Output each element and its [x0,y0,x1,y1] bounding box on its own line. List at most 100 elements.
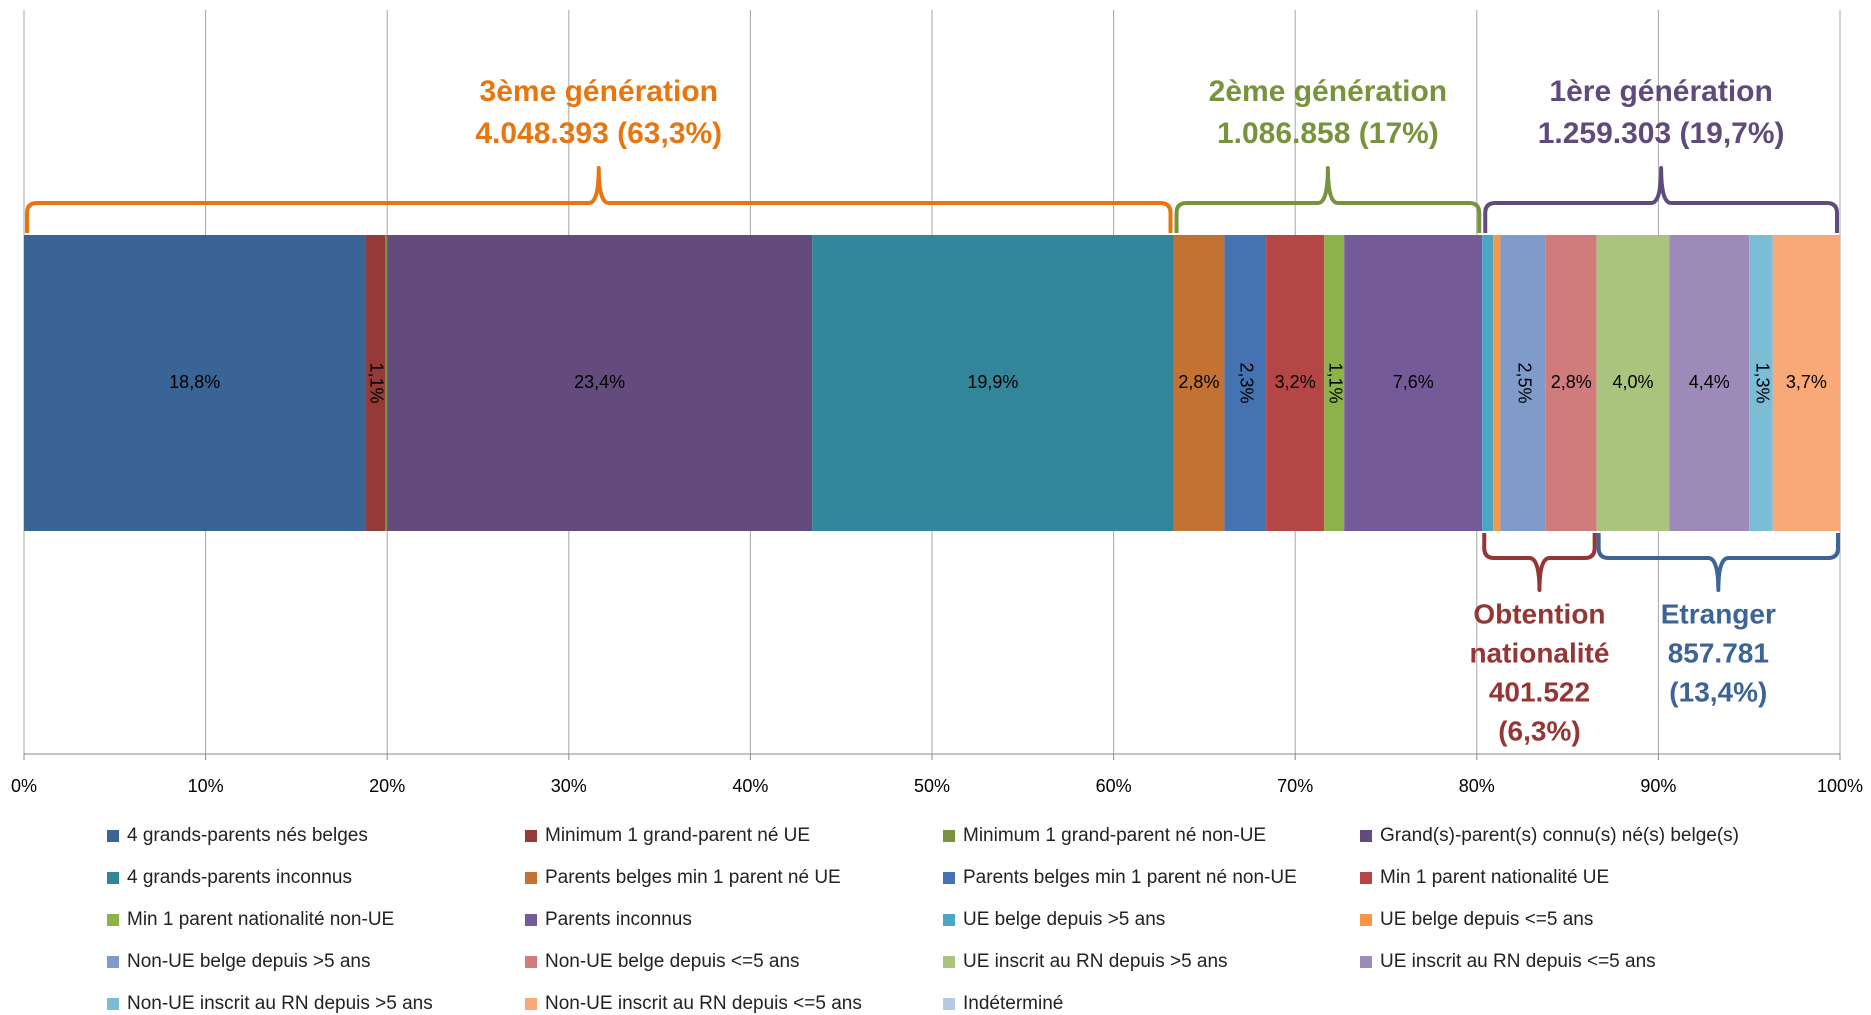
bracket [1174,166,1482,233]
data-label: 19,9% [967,372,1018,392]
data-label: 3,7% [1786,372,1827,392]
bar-segment [365,235,386,531]
annotation-text: 1.086.858 (17%) [1217,117,1439,150]
legend-swatch [107,956,119,968]
legend-swatch [1360,956,1372,968]
data-label: 1,1% [1325,362,1345,403]
legend-label: 4 grands-parents inconnus [127,867,352,888]
bracket [25,166,1173,233]
x-tick-label: 60% [1096,776,1132,796]
bracket [1482,533,1597,592]
data-label: 7,6% [1393,372,1434,392]
annotation-text: 857.781 [1668,637,1769,668]
bar-segment [1772,235,1840,531]
legend-label: Parents belges min 1 parent né non-UE [963,867,1297,888]
legend-swatch [107,914,119,926]
annotation-text: Etranger [1661,598,1776,629]
legend-label: Indéterminé [963,993,1063,1014]
annotation-text: 1ère génération [1549,75,1772,108]
legend-swatch [525,830,537,842]
legend-swatch [943,914,955,926]
legend-swatch [1360,830,1372,842]
legend-label: 4 grands-parents nés belges [127,825,368,846]
legend-label: Minimum 1 grand-parent né UE [545,825,810,846]
legend-label: Minimum 1 grand-parent né non-UE [963,825,1266,846]
legend-swatch [525,998,537,1010]
x-tick-label: 10% [188,776,224,796]
x-tick-label: 100% [1817,776,1863,796]
bar-segment [1493,235,1501,531]
x-tick-label: 80% [1459,776,1495,796]
legend-label: UE inscrit au RN depuis <=5 ans [1380,951,1656,972]
annotation-text: (13,4%) [1669,676,1767,707]
x-tick-label: 40% [732,776,768,796]
legend-label: Parents belges min 1 parent né UE [545,867,841,888]
annotation-text: 2ème génération [1209,75,1447,108]
bracket [1596,533,1840,592]
annotation-text: 401.522 [1489,676,1590,707]
legend-swatch [1360,914,1372,926]
annotation-text: nationalité [1469,637,1609,668]
x-tick-label: 90% [1640,776,1676,796]
x-tick-label: 0% [11,776,37,796]
legend-label: Non-UE inscrit au RN depuis >5 ans [127,993,433,1014]
bar-segment [1500,235,1546,531]
legend-label: Grand(s)-parent(s) connu(s) né(s) belge(… [1380,825,1739,846]
legend-swatch [943,872,955,884]
bar-segment [1224,235,1267,531]
bar-segment [1482,235,1494,531]
bar-segment [387,235,813,531]
legend-swatch [525,956,537,968]
legend-swatch [1360,872,1372,884]
legend-swatch [943,956,955,968]
legend-swatch [107,998,119,1010]
legend-swatch [525,914,537,926]
legend-swatch [943,998,955,1010]
bar-segment [1344,235,1483,531]
data-label: 2,8% [1551,372,1592,392]
x-tick-label: 50% [914,776,950,796]
bar-segment [1266,235,1325,531]
legend-label: Non-UE belge depuis <=5 ans [545,951,800,972]
annotation-text: (6,3%) [1498,715,1580,746]
bar-segment [812,235,1174,531]
bracket [1483,166,1839,233]
annotation-text: 3ème génération [480,75,718,108]
legend-label: UE belge depuis <=5 ans [1380,909,1593,930]
data-label: 2,5% [1514,362,1534,403]
data-label: 4,4% [1689,372,1730,392]
legend-label: Non-UE belge depuis >5 ans [127,951,370,972]
legend-swatch [107,830,119,842]
data-label: 23,4% [574,372,625,392]
bar-segment [385,235,388,531]
legend-swatch [107,872,119,884]
legend-swatch [525,872,537,884]
data-label: 3,2% [1275,372,1316,392]
x-tick-label: 30% [551,776,587,796]
bar-segment [1596,235,1670,531]
legend-swatch [943,830,955,842]
legend-label: UE inscrit au RN depuis >5 ans [963,951,1228,972]
legend-label: Min 1 parent nationalité UE [1380,867,1609,888]
data-label: 2,3% [1237,362,1257,403]
legend-label: Non-UE inscrit au RN depuis <=5 ans [545,993,862,1014]
annotation-text: 4.048.393 (63,3%) [475,117,722,150]
x-tick-label: 20% [369,776,405,796]
data-label: 18,8% [169,372,220,392]
bar-segment [24,235,366,531]
bar-segment [1173,235,1225,531]
data-label: 1,3% [1752,362,1772,403]
x-tick-label: 70% [1277,776,1313,796]
legend-label: Parents inconnus [545,909,692,930]
data-label: 4,0% [1612,372,1653,392]
annotation-text: 1.259.303 (19,7%) [1538,117,1785,150]
bar-segment [1545,235,1597,531]
bar-segment [1324,235,1345,531]
legend-label: Min 1 parent nationalité non-UE [127,909,394,930]
data-label: 2,8% [1178,372,1219,392]
bar-segment [1669,235,1750,531]
data-label: 1,1% [367,362,387,403]
bar-segment [1749,235,1773,531]
legend-label: UE belge depuis >5 ans [963,909,1165,930]
